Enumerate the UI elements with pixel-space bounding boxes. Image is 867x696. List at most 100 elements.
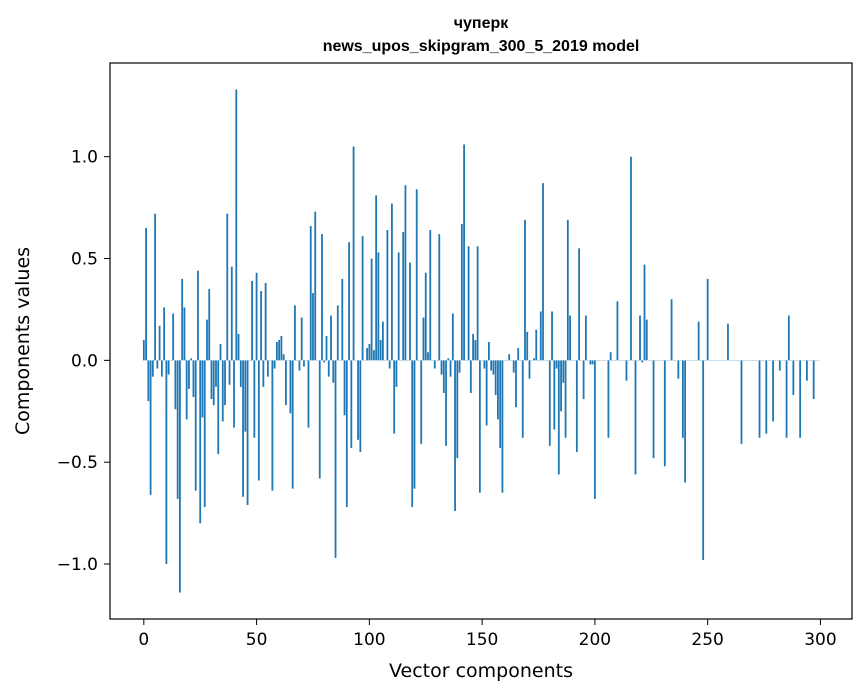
bar — [391, 203, 393, 361]
bar — [341, 278, 344, 361]
bar — [512, 360, 515, 373]
bar — [467, 246, 470, 361]
bar — [487, 342, 490, 361]
chart-title: чуперк — [454, 15, 510, 32]
bar — [206, 319, 208, 361]
bar — [557, 360, 560, 475]
bar — [375, 195, 378, 361]
bar — [393, 360, 396, 434]
bar — [404, 185, 407, 361]
bar — [237, 333, 240, 361]
bar — [609, 352, 612, 361]
bar — [377, 252, 380, 361]
bar — [192, 360, 195, 398]
plot-frame — [109, 62, 853, 620]
bar — [639, 315, 641, 361]
bar — [194, 360, 197, 491]
bar — [524, 219, 526, 361]
bar — [812, 360, 815, 400]
bar — [582, 360, 585, 400]
bar — [589, 360, 592, 365]
bar — [411, 360, 414, 507]
bar — [433, 360, 436, 369]
x-axis: 0 50 100 150 200 250 300 — [138, 619, 837, 650]
bar — [203, 360, 206, 507]
bar — [492, 360, 495, 375]
bar — [334, 360, 337, 558]
bar — [314, 211, 317, 361]
bar — [179, 360, 181, 593]
bar — [149, 360, 152, 495]
bar — [787, 315, 790, 361]
bar — [501, 360, 504, 493]
bar — [539, 311, 542, 361]
bar — [321, 234, 323, 361]
bar — [645, 319, 648, 361]
bar — [469, 360, 472, 393]
bar — [197, 270, 199, 361]
bar — [548, 360, 551, 446]
bar — [176, 360, 179, 499]
bar — [555, 360, 558, 369]
bar — [348, 242, 350, 361]
bar — [445, 360, 447, 446]
bar — [562, 360, 565, 383]
bar — [368, 344, 371, 361]
bar — [591, 360, 594, 365]
bar — [424, 272, 427, 361]
y-tick-label: −1.0 — [57, 555, 98, 575]
bar — [785, 360, 788, 438]
bar — [172, 313, 175, 361]
bar — [183, 307, 186, 361]
x-tick-label: 150 — [466, 630, 498, 650]
bar — [359, 360, 362, 452]
y-tick-label: 1.0 — [71, 148, 98, 168]
bar — [706, 278, 709, 361]
bar — [289, 360, 292, 414]
bar — [483, 360, 486, 369]
bar — [397, 252, 400, 361]
bar — [379, 339, 382, 361]
y-tick-label: −0.5 — [57, 453, 98, 473]
bar — [681, 360, 684, 438]
bar — [551, 311, 553, 361]
bar — [460, 223, 463, 361]
bar — [792, 360, 795, 395]
bar — [282, 354, 285, 361]
bar — [463, 144, 465, 361]
bar — [765, 360, 768, 434]
bar — [266, 360, 269, 377]
bar — [670, 299, 673, 361]
bar — [476, 246, 479, 361]
bar — [228, 360, 231, 385]
bar — [456, 360, 459, 459]
bar — [185, 360, 188, 420]
bar — [174, 360, 177, 410]
bar — [447, 358, 450, 361]
bar — [212, 360, 215, 406]
bar — [154, 213, 156, 361]
bar — [303, 360, 305, 367]
bar — [454, 360, 456, 512]
bar — [413, 360, 416, 489]
bar — [630, 156, 632, 361]
bar — [799, 360, 802, 438]
bar — [684, 360, 686, 483]
bar — [560, 360, 562, 412]
bar — [427, 352, 429, 361]
bar — [415, 189, 418, 361]
bar — [147, 360, 150, 402]
bar — [440, 360, 443, 375]
bar — [291, 360, 294, 489]
bar — [569, 315, 571, 361]
bar — [485, 360, 488, 426]
bar — [778, 360, 781, 371]
bar — [145, 227, 147, 361]
bar — [494, 360, 497, 395]
bar — [255, 272, 258, 361]
bar — [697, 321, 700, 361]
bar — [298, 360, 301, 371]
bar — [553, 360, 556, 430]
bar — [181, 278, 184, 361]
